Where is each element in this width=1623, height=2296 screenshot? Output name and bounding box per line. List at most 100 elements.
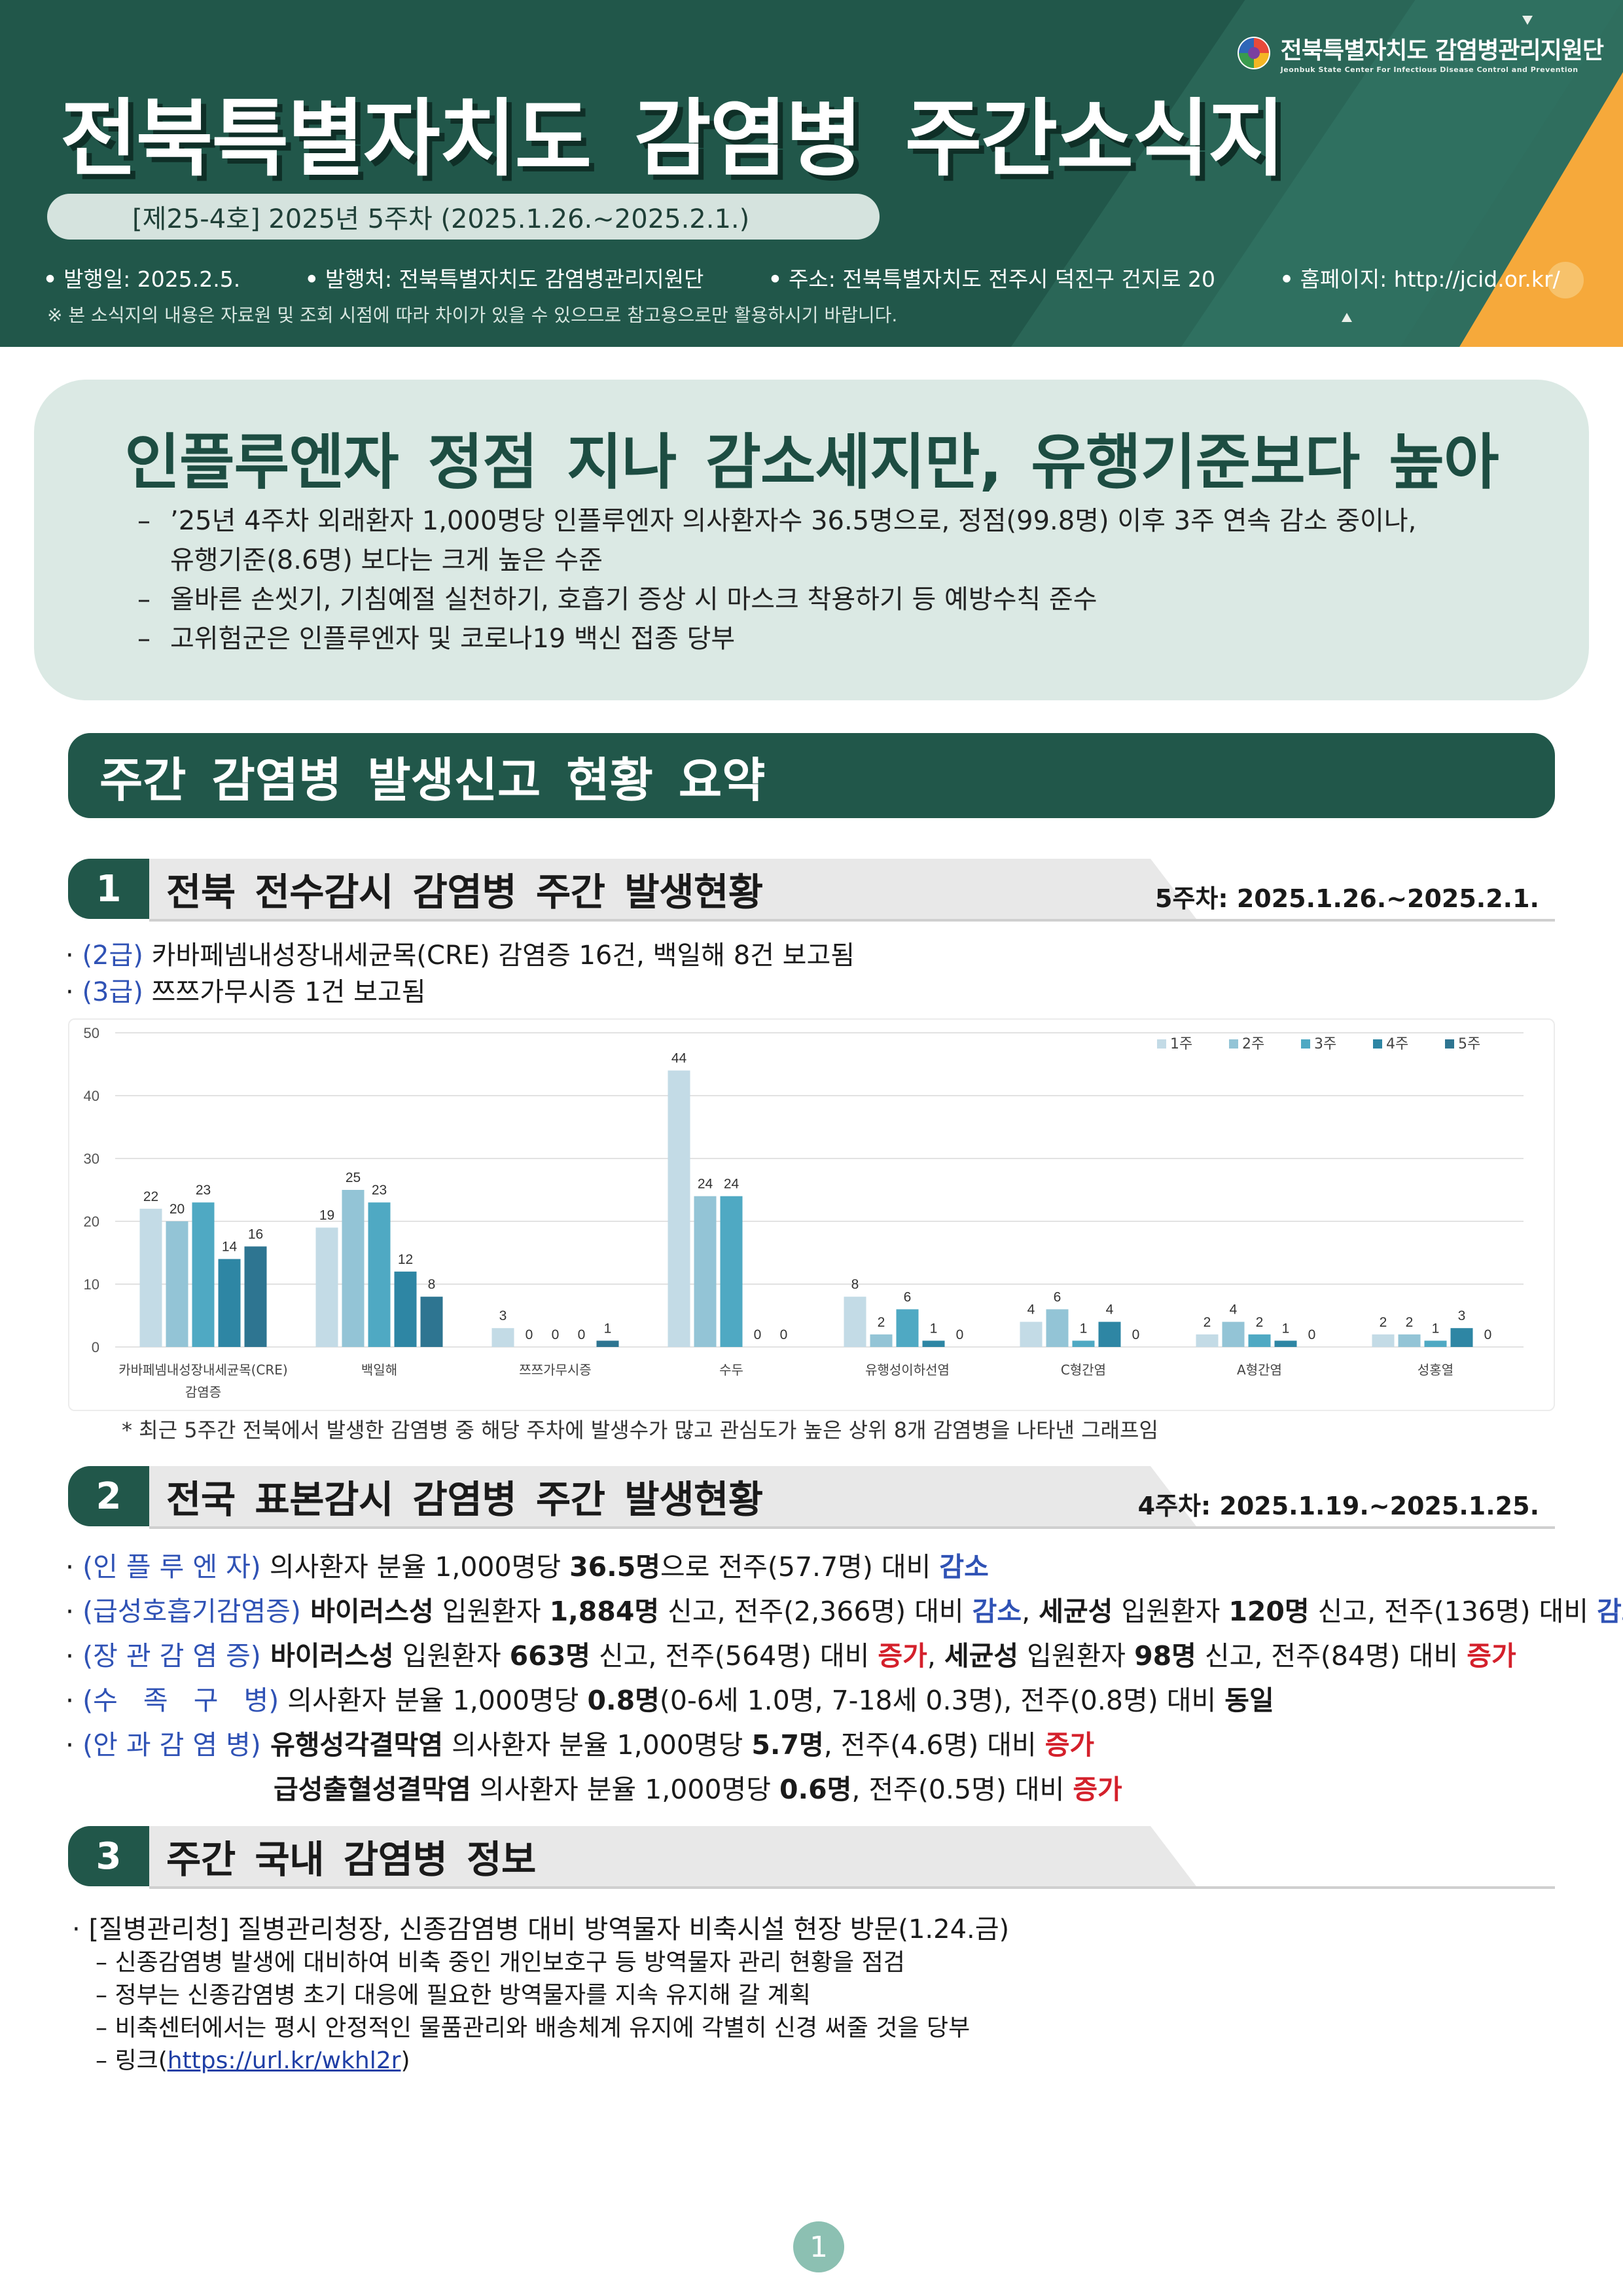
chart-bar (694, 1196, 717, 1347)
chart-bar (244, 1246, 267, 1347)
chart-bar (870, 1334, 893, 1347)
legend-label: 3주 (1314, 1036, 1336, 1052)
chart-bar (166, 1221, 188, 1347)
y-tick-label: 50 (84, 1025, 99, 1041)
chart-bar (1222, 1321, 1245, 1347)
data-label: 1 (604, 1321, 612, 1336)
chart-bar (315, 1227, 338, 1347)
chart-bar (1098, 1321, 1121, 1347)
domestic-news: · [질병관리청] 질병관리청장, 신종감염병 대비 방역물자 비축시설 현장 … (72, 1912, 1009, 2077)
data-label: 1 (1080, 1321, 1088, 1336)
list-item: · (인 플 루 엔 자) 의사환자 분율 1,000명당 36.5명으로 전주… (65, 1551, 989, 1583)
category-label: C형간염 (1061, 1362, 1106, 1378)
chart-bar (896, 1309, 919, 1347)
data-label: 24 (698, 1177, 713, 1192)
data-label: 0 (578, 1327, 586, 1342)
surveillance-category: (인 플 루 엔 자) (82, 1551, 261, 1583)
data-label: 12 (398, 1252, 413, 1267)
data-label: 0 (956, 1327, 964, 1342)
data-label: 1 (1282, 1321, 1290, 1336)
list-item: · (안 과 감 염 병) 유행성각결막염 의사환자 분율 1,000명당 5.… (65, 1729, 1095, 1761)
data-label: 0 (780, 1327, 788, 1342)
chart-bar (1046, 1309, 1069, 1347)
section-band (149, 1466, 1196, 1526)
surveillance-category: (장 관 감 염 증) (82, 1640, 261, 1672)
section-period: 5주차: 2025.1.26.~2025.2.1. (1155, 884, 1539, 913)
section-title: 전북 전수감시 감염병 주간 발생현황 (166, 870, 763, 914)
chart-bar (420, 1297, 443, 1347)
news-link[interactable]: https://url.kr/wkhl2r (167, 2047, 401, 2074)
publication-meta: • 발행일: 2025.2.5. • 발행처: 전북특별자치도 감염병관리지원단 •… (43, 262, 1618, 293)
legend-swatch (1157, 1039, 1166, 1049)
category-label: 감염증 (185, 1384, 221, 1400)
section-rule (149, 919, 1555, 922)
chart-bar (922, 1340, 945, 1347)
data-label: 3 (499, 1308, 507, 1323)
chart-bar (1196, 1334, 1219, 1347)
section-2-bullets: · (인 플 루 엔 자) 의사환자 분율 1,000명당 36.5명으로 전주… (65, 1545, 1623, 1812)
list-item: – 신종감염병 발생에 대비하여 비축 중인 개인보호구 등 방역물자 관리 현… (96, 1949, 905, 1976)
data-label: 1 (1432, 1321, 1440, 1336)
y-tick-label: 0 (92, 1339, 99, 1355)
data-label: 25 (346, 1170, 361, 1185)
y-tick-label: 40 (84, 1088, 99, 1104)
list-item: · (3급) 쯔쯔가무시증 1건 보고됨 (65, 977, 426, 1007)
data-label: 20 (169, 1202, 185, 1217)
chart-bar (218, 1259, 241, 1347)
section-number: 3 (68, 1826, 149, 1886)
list-item: 고위험군은 인플루엔자 및 코로나19 백신 접종 당부 (137, 619, 1551, 658)
chart-bar (192, 1202, 215, 1347)
chart-bar (596, 1340, 619, 1347)
data-label: 2 (1380, 1315, 1387, 1330)
data-label: 19 (319, 1208, 334, 1223)
data-label: 0 (526, 1327, 533, 1342)
section-3-header: 3 주간 국내 감염병 정보 (68, 1826, 1555, 1889)
legend-swatch (1301, 1039, 1310, 1049)
section-period: 4주차: 2025.1.19.~2025.1.25. (1137, 1492, 1539, 1520)
summary-section-title: 주간 감염병 발생신고 현황 요약 (68, 733, 1555, 818)
section-title: 전국 표본감시 감염병 주간 발생현황 (166, 1477, 763, 1522)
legend-swatch (1229, 1039, 1238, 1049)
disclaimer-notice: ※ 본 소식지의 내용은 자료원 및 조회 시점에 따라 차이가 있을 수 있으… (47, 304, 898, 326)
list-item: · (수 족 구 병) 의사환자 분율 1,000명당 0.8명(0-6세 1.… (65, 1685, 1274, 1716)
data-label: 4 (1027, 1302, 1035, 1318)
list-item: ’25년 4주차 외래환자 1,000명당 인플루엔자 의사환자수 36.5명으… (137, 501, 1551, 541)
section-band (149, 859, 1196, 919)
chart-bar (1424, 1340, 1447, 1347)
chart-bar (394, 1271, 417, 1347)
section-rule (149, 1886, 1555, 1889)
section-band (149, 1826, 1196, 1886)
list-item: · (급성호흡기감염증) 바이러스성 입원환자 1,884명 신고, 전주(2,… (65, 1596, 1623, 1627)
chart-bar (491, 1328, 514, 1347)
organization-logo: 전북특별자치도 감염병관리지원단 Jeonbuk State Center Fo… (1236, 31, 1604, 74)
section-title: 주간 국내 감염병 정보 (166, 1837, 536, 1882)
surveillance-category: (급성호흡기감염증) (82, 1596, 301, 1627)
category-label: 수두 (719, 1362, 743, 1378)
data-label: 16 (248, 1227, 263, 1242)
chart-bar (668, 1070, 690, 1347)
legend-swatch (1373, 1039, 1382, 1049)
list-item: · (장 관 감 염 증) 바이러스성 입원환자 663명 신고, 전주(564… (65, 1640, 1516, 1672)
list-item: – 비축센터에서는 평시 안정적인 물품관리와 배송체계 유지에 각별히 신경 … (96, 2015, 971, 2041)
data-label: 44 (671, 1051, 687, 1066)
data-label: 4 (1230, 1302, 1238, 1318)
y-tick-label: 10 (84, 1276, 99, 1293)
data-label: 4 (1106, 1302, 1114, 1318)
weekly-cases-bar-chart: 0 10 20 30 40 50 22 20 23 14 16 카바페넴내성장내세균목(CRE) 감염증… (68, 1018, 1555, 1411)
category-label: 유행성이하선염 (865, 1362, 950, 1378)
category-label: 성홍열 (1418, 1362, 1454, 1378)
chart-bar (844, 1297, 866, 1347)
logo-subtitle: Jeonbuk State Center For Infectious Dise… (1280, 65, 1578, 74)
homepage-link[interactable]: • 홈페이지: http://jcid.or.kr/ (1279, 266, 1560, 292)
data-label: 14 (222, 1240, 238, 1255)
chart-bar (139, 1208, 162, 1347)
y-tick-label: 20 (84, 1213, 99, 1230)
address: • 주소: 전북특별자치도 전주시 덕진구 건지로 20 (768, 266, 1216, 292)
header-banner: 전북특별자치도 감염병관리지원단 Jeonbuk State Center Fo… (0, 0, 1623, 347)
data-label: 0 (1308, 1327, 1316, 1342)
chart-bar (1020, 1321, 1043, 1347)
data-label: 6 (904, 1289, 912, 1304)
data-label: 2 (1256, 1315, 1264, 1330)
headline-list: ’25년 4주차 외래환자 1,000명당 인플루엔자 의사환자수 36.5명으… (137, 501, 1551, 658)
data-label: 23 (372, 1183, 387, 1198)
